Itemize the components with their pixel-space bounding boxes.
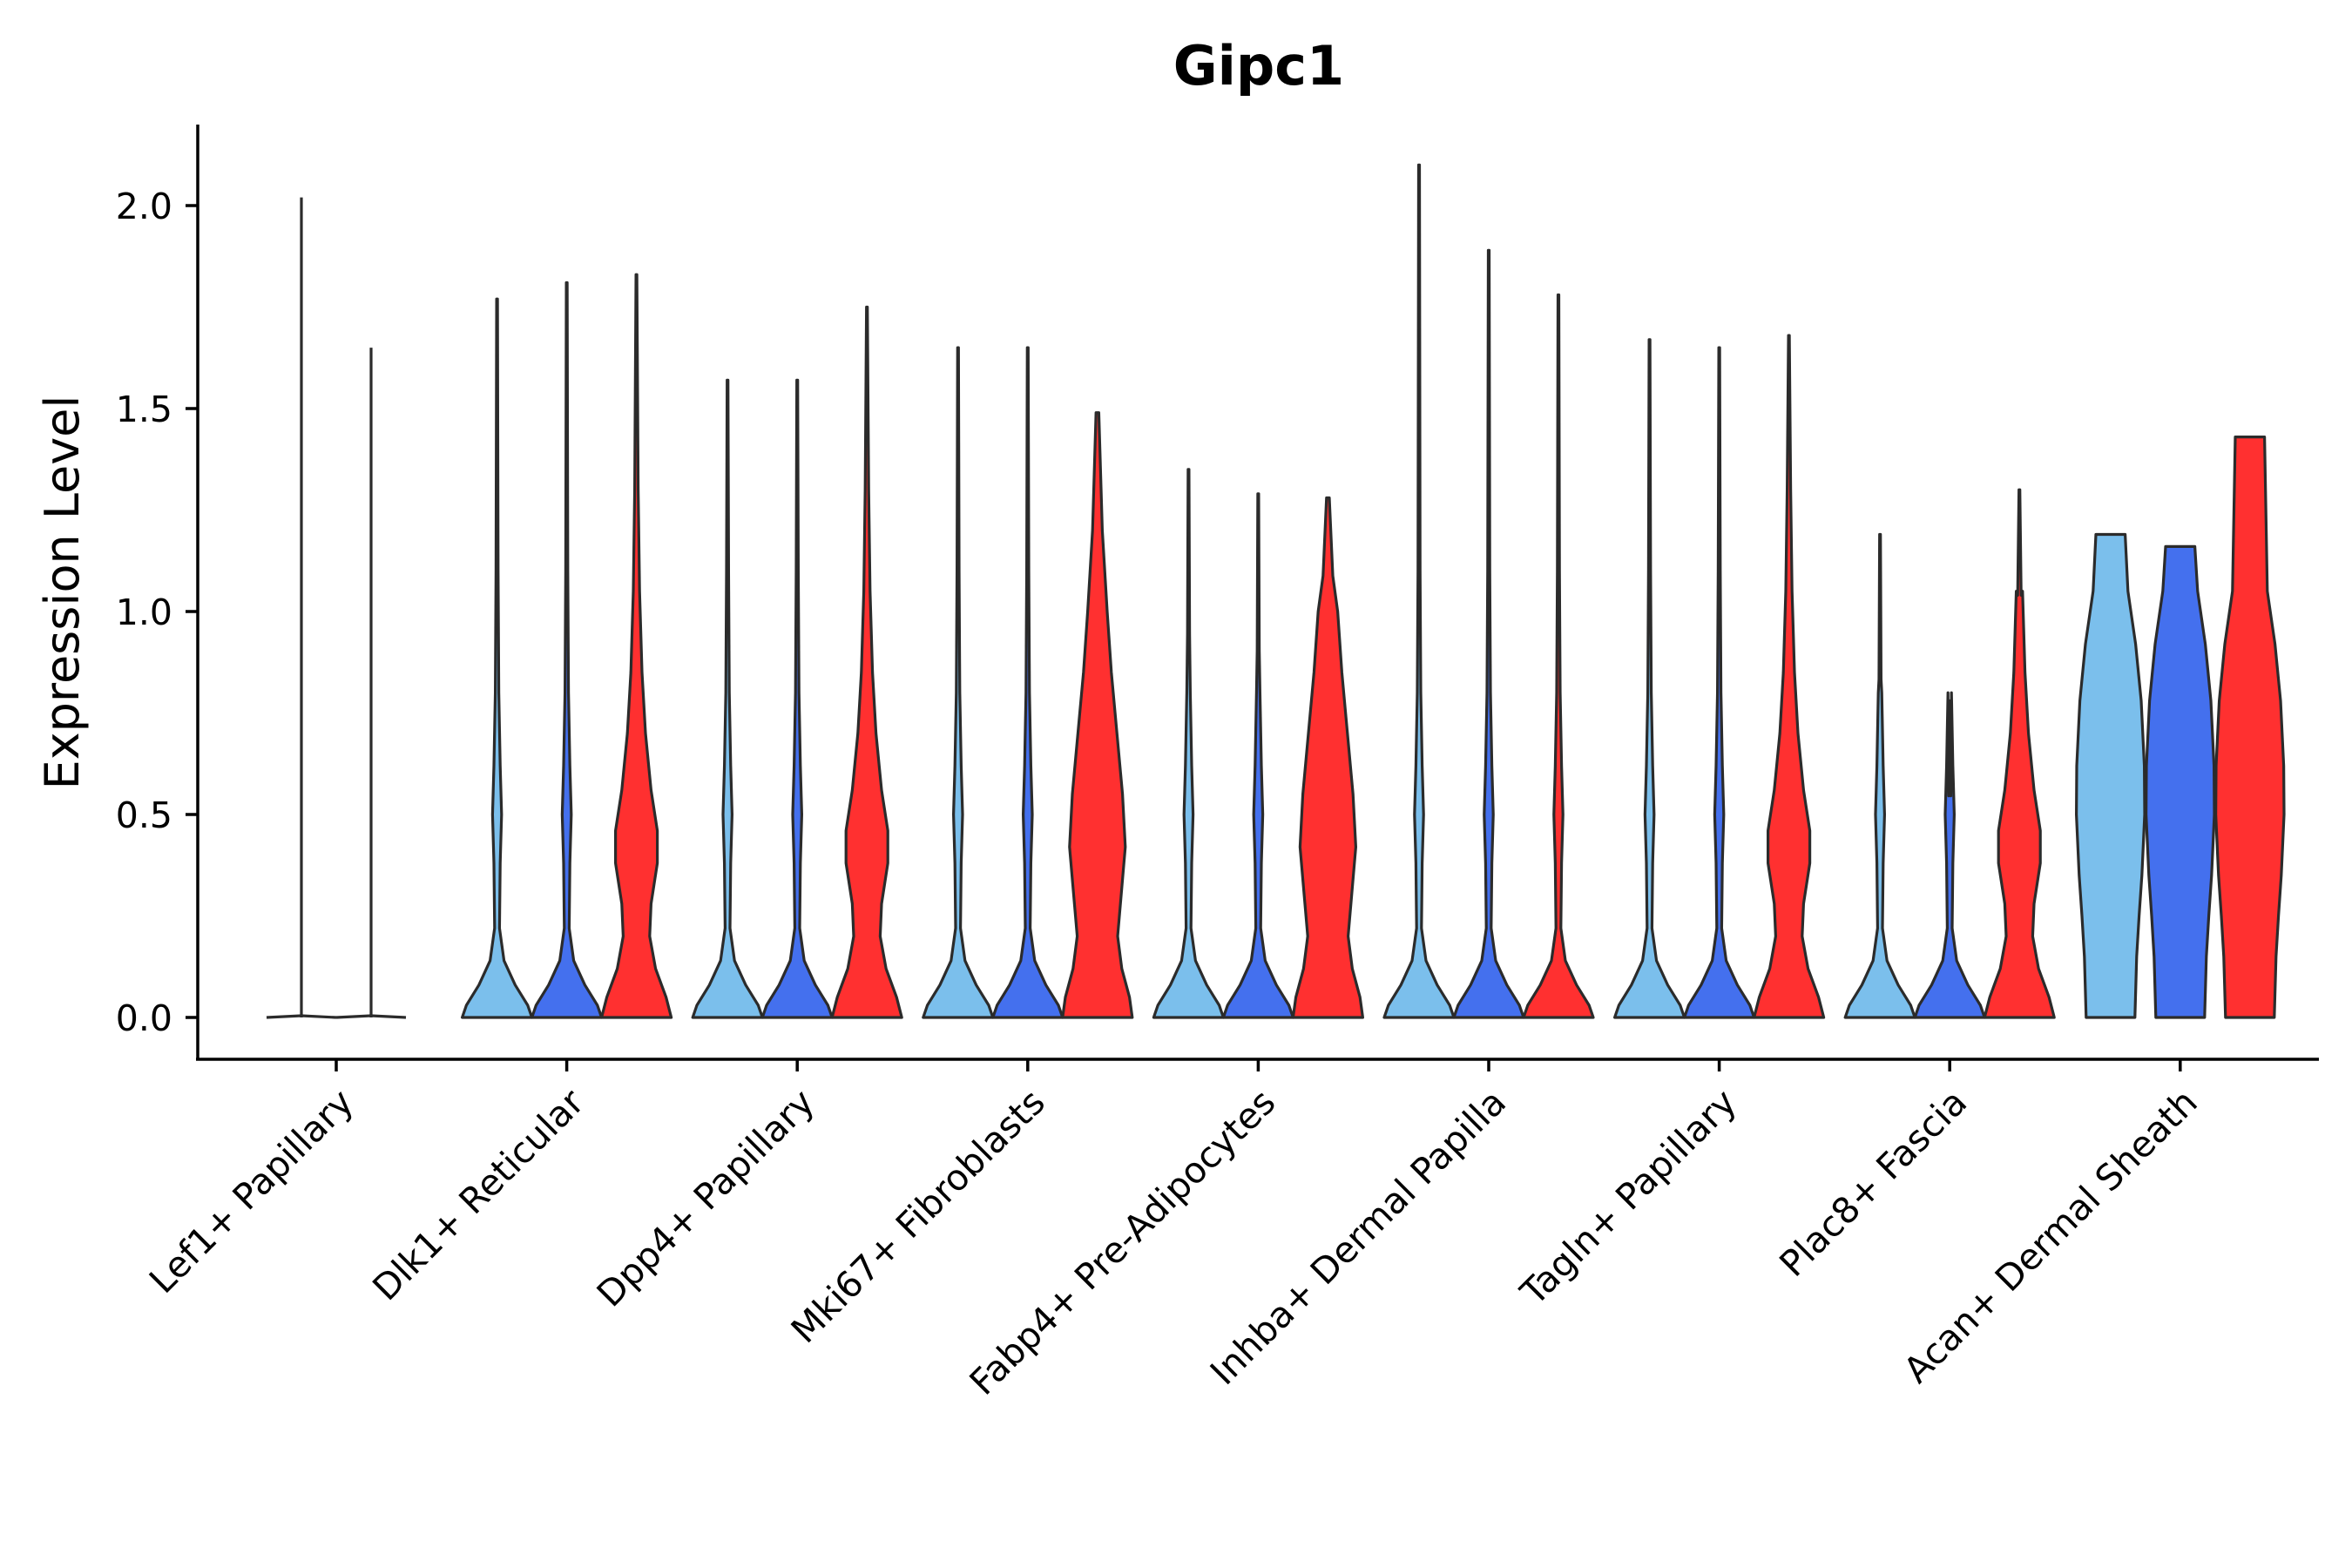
violin [691, 378, 764, 1019]
y-tick-label: 0.0 [116, 997, 172, 1039]
chart-title: Gipc1 [1173, 34, 1344, 98]
violin-base [266, 1014, 337, 1019]
violin [1221, 492, 1294, 1019]
y-tick-label: 1.5 [116, 389, 172, 430]
x-tick-label: Mki67+ Fibroblasts [783, 1081, 1053, 1351]
y-tick-label: 2.0 [116, 186, 172, 227]
violin [461, 297, 534, 1019]
x-tick-label: Plac8+ Fascia [1771, 1081, 1975, 1285]
violin [991, 346, 1064, 1019]
violin-base [335, 1014, 407, 1019]
y-tick-label: 0.5 [116, 794, 172, 836]
violins-layer [266, 163, 2286, 1019]
violin [2075, 532, 2146, 1019]
violin [922, 346, 995, 1019]
violin [1382, 163, 1456, 1019]
violin [1913, 691, 1986, 1019]
violin [600, 273, 673, 1019]
violin [1983, 488, 2056, 1019]
violin [830, 305, 903, 1019]
x-tick-label: Lef1+ Papillary [141, 1081, 362, 1301]
violin [1291, 496, 1364, 1019]
y-axis-label: Expression Level [35, 395, 90, 790]
violin [531, 280, 604, 1019]
y-tick-label: 1.0 [116, 591, 172, 633]
y-axis-ticks: 0.0 0.5 1.0 1.5 2.0 [116, 186, 198, 1039]
violin [2214, 436, 2286, 1019]
x-tick-label: Dpp4+ Papillary [589, 1081, 822, 1315]
violin [1613, 338, 1686, 1019]
x-tick-label: Tagln+ Papillary [1512, 1081, 1745, 1314]
violin [1753, 334, 1826, 1019]
violin [1061, 411, 1134, 1019]
violin [1152, 468, 1225, 1019]
violin [760, 378, 834, 1019]
violin [1843, 532, 1916, 1019]
violin [1683, 346, 1756, 1019]
violin [1452, 248, 1525, 1019]
violin [1522, 293, 1595, 1019]
x-tick-label: Dlk1+ Reticular [364, 1081, 591, 1308]
violin [2145, 544, 2216, 1019]
